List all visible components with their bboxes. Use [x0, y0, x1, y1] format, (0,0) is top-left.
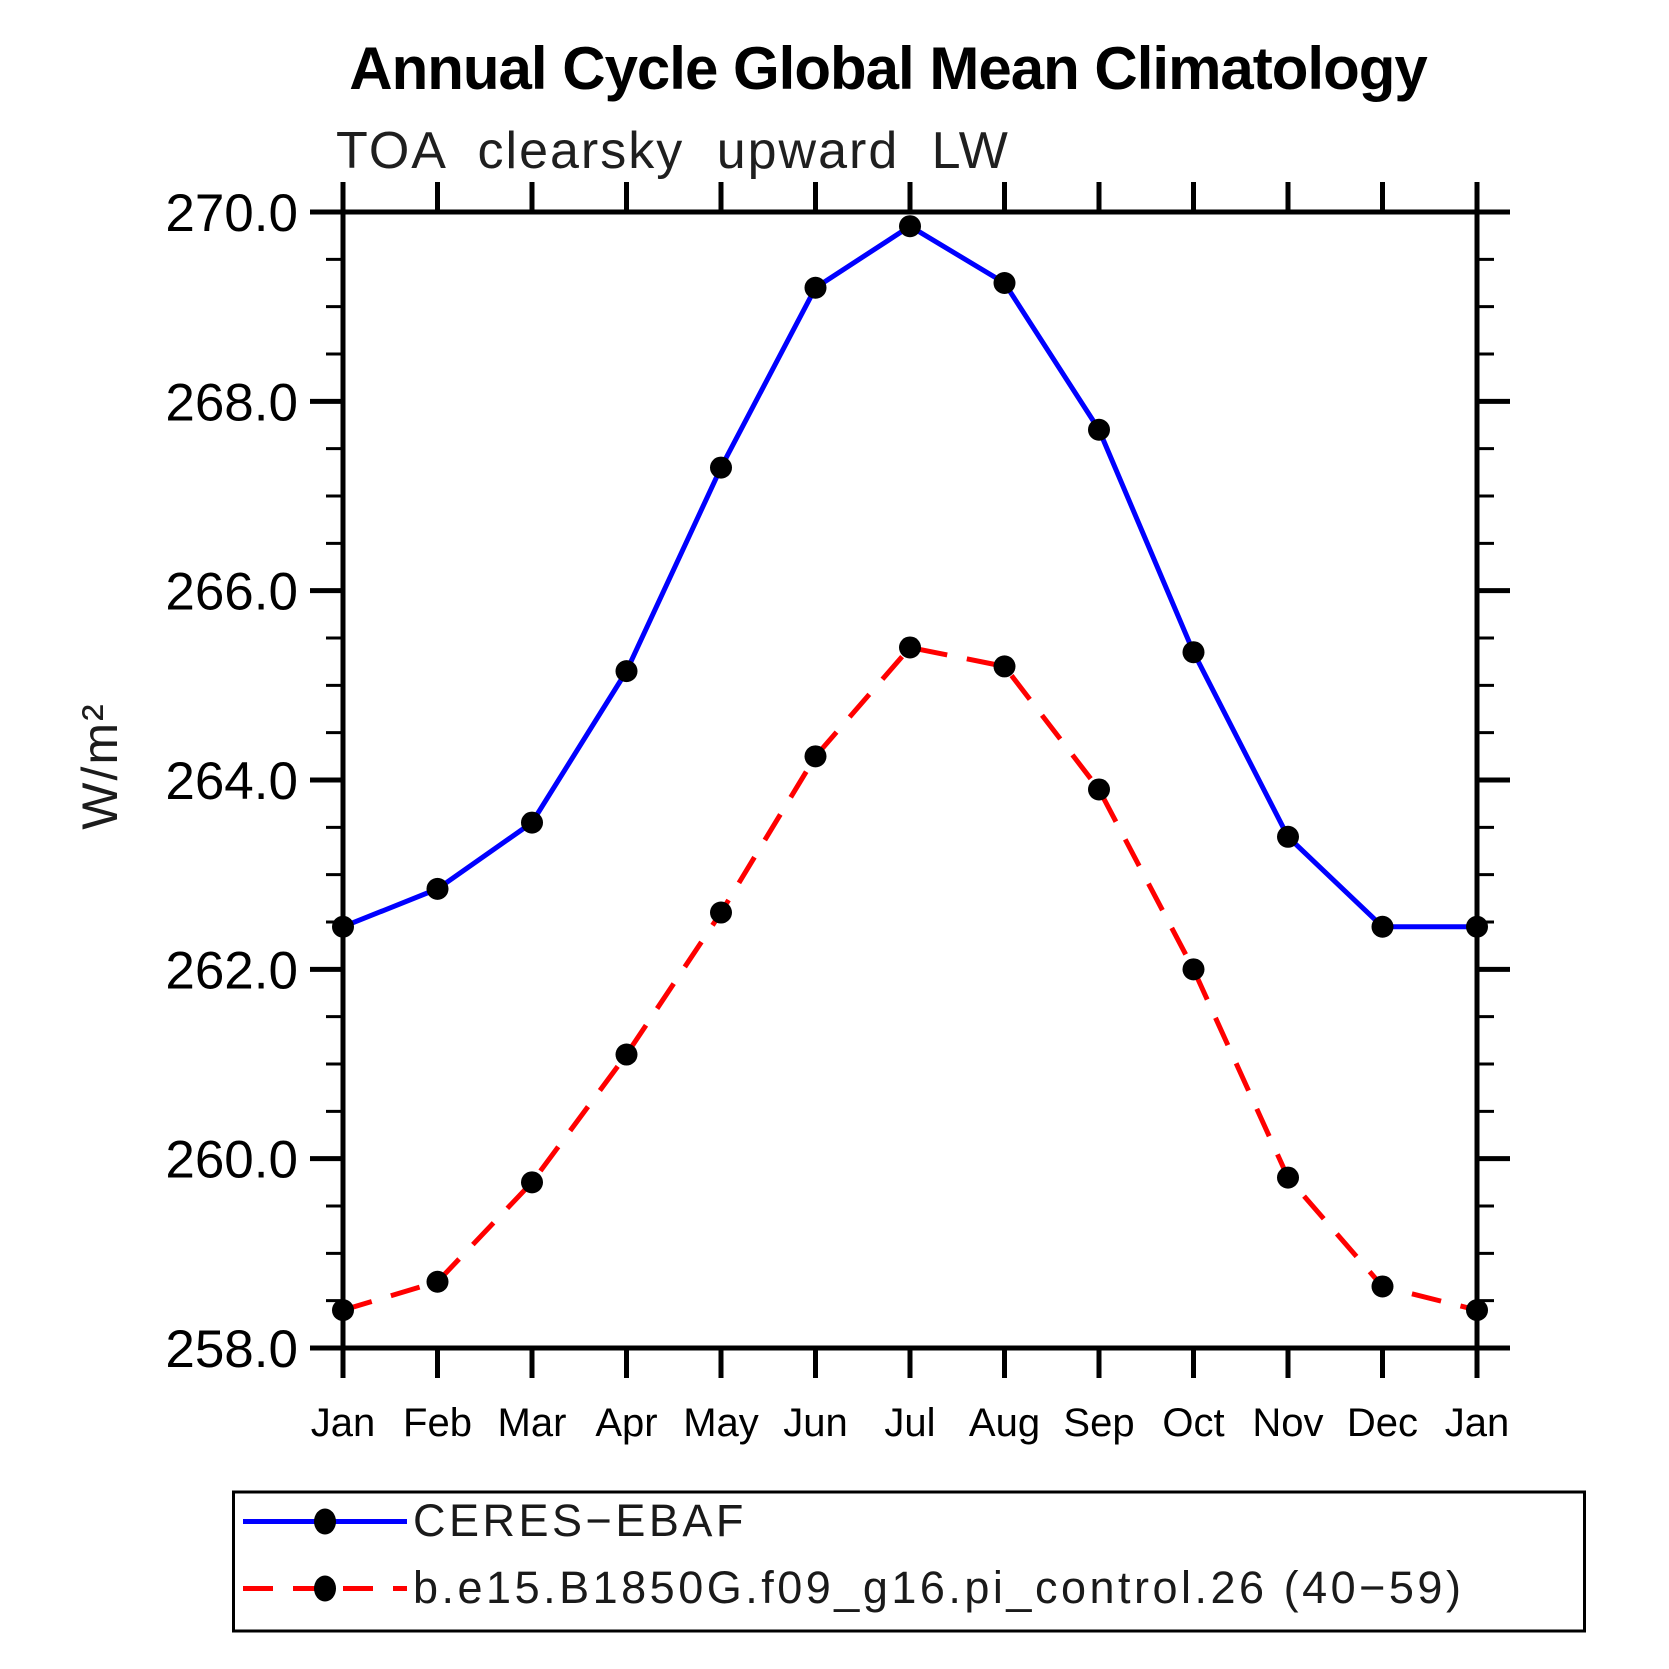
data-point-s0-Feb: [426, 877, 449, 900]
legend-label-ceres-ebaf: CERES−EBAF: [413, 1494, 747, 1546]
data-point-s0-Jul: [899, 215, 921, 238]
data-point-s1-Dec: [1371, 1275, 1394, 1298]
x-tick-label: Dec: [1347, 1401, 1418, 1445]
data-point-s0-May: [710, 456, 732, 479]
x-tick-label: Jan: [1445, 1401, 1510, 1445]
x-tick-label: Nov: [1252, 1401, 1323, 1445]
y-tick-label: 266.0: [165, 563, 298, 622]
data-point-s0-Mar: [521, 811, 543, 834]
data-point-s1-Sep: [1088, 778, 1110, 801]
plot-box-spines: [340, 209, 1480, 1351]
y-tick-label: 260.0: [165, 1131, 298, 1190]
data-point-s0-Jun: [804, 276, 827, 299]
x-tick-label: Aug: [969, 1401, 1040, 1445]
x-tick-label: Oct: [1162, 1401, 1224, 1445]
legend-marker-1: [314, 1575, 336, 1602]
data-point-s0-Oct: [1182, 641, 1205, 664]
y-tick-label: 270.0: [165, 184, 298, 243]
data-point-s0-Dec: [1371, 915, 1394, 938]
chart-subtitle: TOA clearsky upward LW: [336, 122, 1010, 180]
legend-marker-0: [314, 1508, 336, 1535]
data-point-s1-Aug: [993, 655, 1016, 678]
data-point-s1-Mar: [521, 1171, 543, 1194]
data-point-s1-Nov: [1277, 1166, 1299, 1189]
x-tick-label: Feb: [403, 1401, 472, 1445]
x-tick-label: Sep: [1063, 1401, 1134, 1445]
data-point-s1-Feb: [426, 1270, 449, 1293]
data-point-s1-Apr: [615, 1043, 638, 1066]
data-point-s0-Sep: [1088, 418, 1110, 441]
y-tick-label: 264.0: [165, 752, 298, 811]
data-point-s1-May: [710, 901, 732, 924]
x-tick-label: Jul: [884, 1401, 935, 1445]
data-point-s1-Jan: [1466, 1299, 1488, 1322]
x-tick-label: May: [683, 1401, 759, 1445]
x-tick-label: Apr: [595, 1401, 657, 1445]
data-point-s0-Jan: [332, 915, 354, 938]
x-tick-label: Jun: [783, 1401, 848, 1445]
data-point-s0-Apr: [615, 660, 638, 683]
x-tick-label: Mar: [498, 1401, 567, 1445]
y-tick-label: 268.0: [165, 373, 298, 432]
series-line-0: [342, 223, 1477, 930]
chart-title: Annual Cycle Global Mean Climatology: [349, 35, 1428, 102]
data-point-s0-Nov: [1277, 825, 1299, 848]
series-line-1: [342, 644, 1478, 1313]
x-tick-label: Jan: [311, 1401, 376, 1445]
data-point-s0-Aug: [993, 272, 1016, 294]
data-point-s1-Jul: [899, 636, 921, 659]
data-point-s0-Jan: [1466, 915, 1488, 938]
data-point-s1-Jun: [804, 745, 827, 768]
y-tick-label: 262.0: [165, 941, 298, 1000]
legend-label-model-run: b.e15.B1850G.f09_g16.pi_control.26 (40−5…: [413, 1561, 1465, 1613]
data-point-s1-Jan: [332, 1299, 354, 1322]
legend-box: [232, 1490, 1586, 1633]
y-tick-label: 258.0: [165, 1320, 298, 1379]
data-point-s1-Oct: [1182, 958, 1205, 981]
